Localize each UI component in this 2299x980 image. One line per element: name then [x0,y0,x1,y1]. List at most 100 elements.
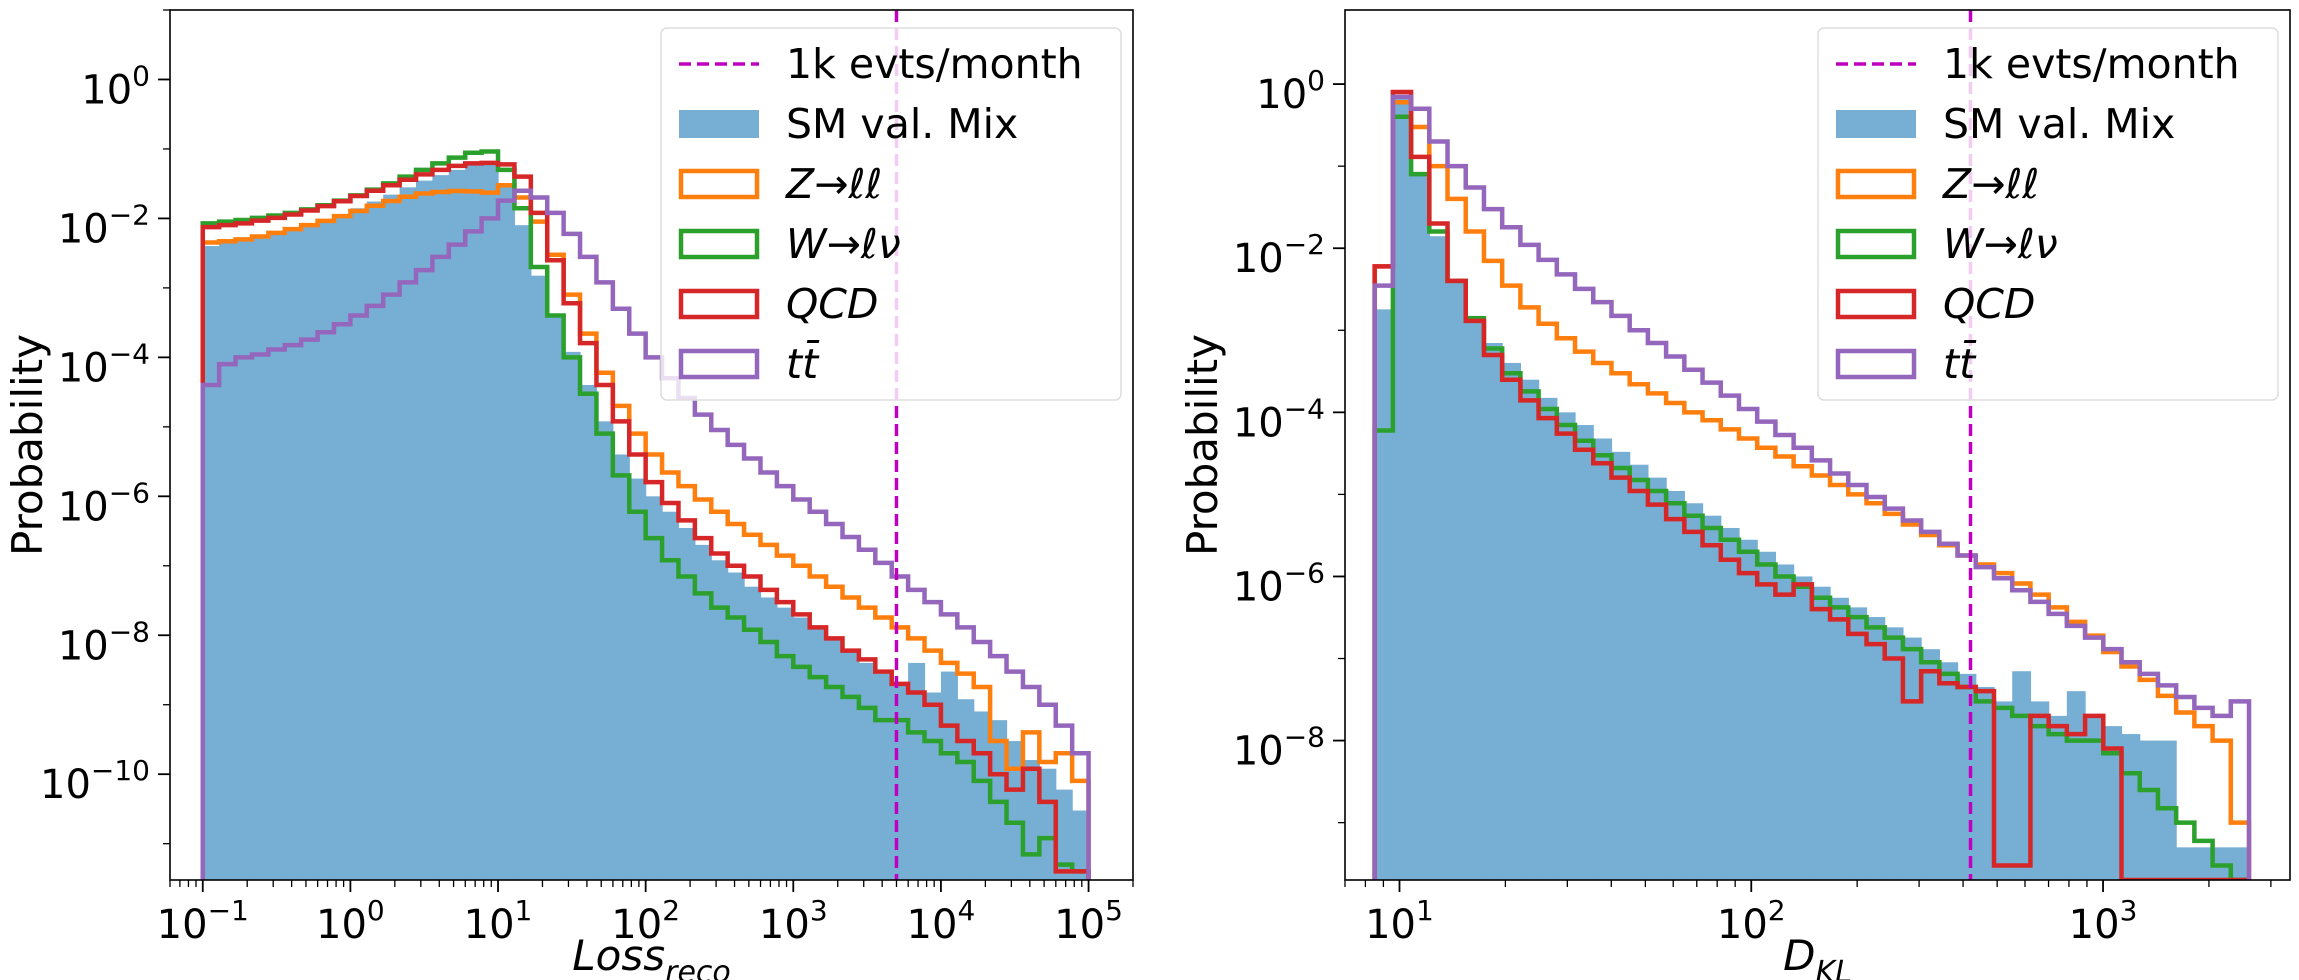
legend-item-2: SM val. Mix [1836,100,2175,148]
filled-bar [744,586,762,880]
legend-frame [1817,27,2279,401]
filled-bar [1775,564,1795,880]
legend-label: QCD [786,280,878,328]
x-tick-label: 103 [759,894,828,948]
filled-bar [678,527,696,880]
filled-bar [383,194,401,880]
plot-area [1372,10,2252,880]
filled-bar [1392,96,1412,880]
legend-handle [678,288,760,320]
filled-bar [1848,607,1868,880]
filled-bar [1811,586,1831,880]
y-tick-label: 10−4 [1233,392,1325,446]
filled-bar [1072,810,1090,880]
legend-handle [1835,348,1917,380]
legend-label: Z→ℓℓ [785,160,882,208]
legend-label: Z→ℓℓ [1942,160,2039,208]
filled-bar [793,617,811,880]
filled-bar [301,225,319,880]
filled-bar [940,671,958,880]
filled-bar [1520,379,1540,880]
legend-item-1: 1k evts/month [679,40,1083,88]
legend-label: QCD [1943,280,2035,328]
legend-item-6: tt̄ [1835,340,1977,388]
filled-bar [645,496,663,880]
x-tick-label: 101 [1365,894,1434,948]
filled-bar [1556,412,1576,880]
filled-histogram [1374,96,2250,880]
filled-bar [498,185,516,880]
x-axis-title: Lossreco [572,931,731,980]
filled-bar [399,187,417,880]
y-tick-label: 10−10 [40,754,150,808]
filled-bar [1757,551,1777,880]
filled-bar [416,180,434,880]
legend-label: W→ℓν [786,220,901,268]
filled-bar [727,572,745,880]
filled-bar [1629,464,1649,880]
legend-item-5: QCD [1835,280,2035,328]
y-tick-label: 10−6 [58,476,150,530]
filled-bar [776,607,794,880]
legend-label: SM val. Mix [786,100,1018,148]
filled-bar [1575,425,1594,880]
filled-bar [1975,686,1995,880]
filled-bar [1374,309,1394,880]
filled-bar [2012,671,2032,880]
legend-label: 1k evts/month [786,40,1083,88]
filled-bar [826,638,844,880]
x-tick-label: 103 [2069,894,2138,948]
filled-bar [1902,637,1922,880]
filled-bar [908,662,926,880]
filled-bar [465,165,483,880]
filled-bar [694,544,712,880]
y-axis-title: Probability [1178,334,1227,556]
filled-bar [1921,649,1940,880]
legend-frame [660,27,1122,401]
filled-bar [448,169,466,880]
filled-bar [1702,515,1722,880]
filled-bar [1429,236,1449,880]
filled-bar [891,683,909,880]
filled-bar [1793,576,1813,880]
filled-bar [563,351,581,880]
x-tick-label: 101 [464,894,533,948]
filled-bar [858,662,876,880]
filled-bar [580,385,598,880]
filled-bar [760,597,778,880]
x-tick-label: 100 [316,894,385,948]
legend-item-4: W→ℓν [678,220,901,268]
filled-bar [1957,673,1977,880]
filled-bar [1738,539,1758,880]
x-tick-label: 10−1 [157,894,249,948]
x-tick-label: 102 [1717,894,1786,948]
step-histogram-1 [200,183,1091,880]
filled-bar [481,164,499,880]
filled-bar [2103,726,2123,880]
legend-item-1: 1k evts/month [1836,40,2240,88]
y-tick-label: 10−4 [58,337,150,391]
filled-bar [2230,847,2250,880]
filled-bar [530,275,548,880]
filled-bar [662,511,680,880]
filled-bar [1039,768,1057,880]
legend-label: 1k evts/month [1943,40,2240,88]
filled-bar [1411,174,1430,880]
filled-bar [235,239,253,880]
legend-handle [1836,110,1916,138]
y-tick-label: 10−2 [1233,228,1325,282]
filled-bar [596,421,614,880]
legend-handle [678,228,760,260]
legend-handle [678,168,760,200]
filled-bar [1447,280,1467,880]
filled-bar [629,478,647,880]
legend-item-3: Z→ℓℓ [1835,160,2039,208]
filled-bar [317,219,335,880]
filled-bar [284,229,302,880]
filled-bar [842,650,860,880]
filled-bar [2176,847,2195,880]
filled-bar [1684,503,1704,880]
filled-bar [219,242,237,880]
filled-bar [1006,741,1024,880]
filled-bar [547,315,565,880]
